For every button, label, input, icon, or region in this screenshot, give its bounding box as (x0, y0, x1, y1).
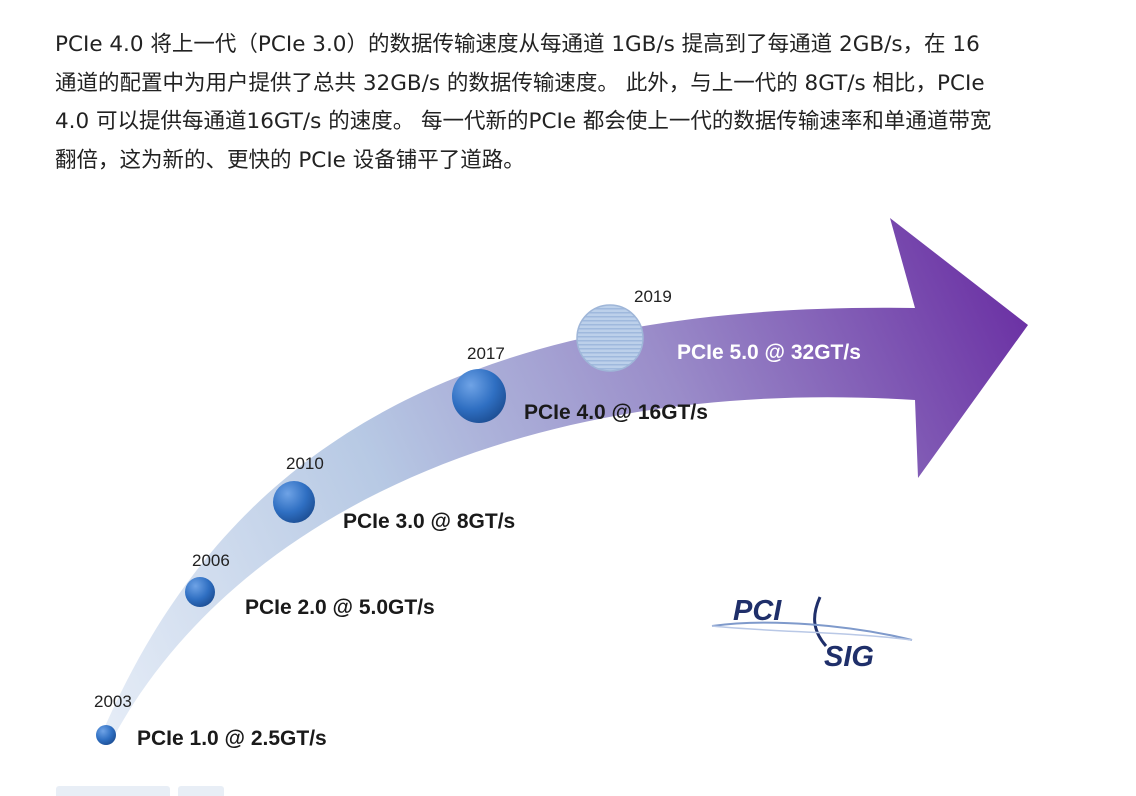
gen-label: PCIe 1.0 @ 2.5GT/s (137, 727, 327, 750)
gen-label: PCIe 2.0 @ 5.0GT/s (245, 596, 435, 619)
tab-stub (56, 786, 170, 796)
year-label: 2017 (467, 344, 505, 363)
gen-dot-2010 (273, 481, 315, 523)
year-label: 2003 (94, 692, 132, 711)
year-label: 2010 (286, 454, 324, 473)
year-label: 2019 (634, 287, 672, 306)
gen-label: PCIe 3.0 @ 8GT/s (343, 510, 515, 533)
paragraph-line: PCIe 4.0 将上一代（PCIe 3.0）的数据传输速度从每通道 1GB/s… (55, 32, 980, 57)
tab-stub (178, 786, 224, 796)
gen-dot-2017 (452, 369, 506, 423)
pci-sig-logo: PCI SIG (711, 595, 913, 673)
paragraph-line: 4.0 可以提供每通道16GT/s 的速度。 每一代新的PCIe 都会使上一代的… (55, 109, 992, 134)
gen-label: PCIe 5.0 @ 32GT/s (677, 341, 861, 364)
gen-dot-2019 (576, 304, 644, 372)
logo-sig-text: SIG (824, 641, 874, 673)
logo-pci-text: PCI (733, 595, 782, 627)
paragraph-line: 通道的配置中为用户提供了总共 32GB/s 的数据传输速度。 此外，与上一代的 … (55, 70, 985, 96)
intro-paragraph: PCIe 4.0 将上一代（PCIe 3.0）的数据传输速度从每通道 1GB/s… (55, 26, 1095, 180)
year-label: 2006 (192, 551, 230, 570)
gen-dot-2003 (96, 725, 116, 745)
growth-arrow (100, 218, 1028, 740)
paragraph-line: 翻倍，这为新的、更快的 PCIe 设备铺平了道路。 (55, 147, 525, 173)
gen-label: PCIe 4.0 @ 16GT/s (524, 401, 708, 424)
gen-dot-2006 (185, 577, 215, 607)
